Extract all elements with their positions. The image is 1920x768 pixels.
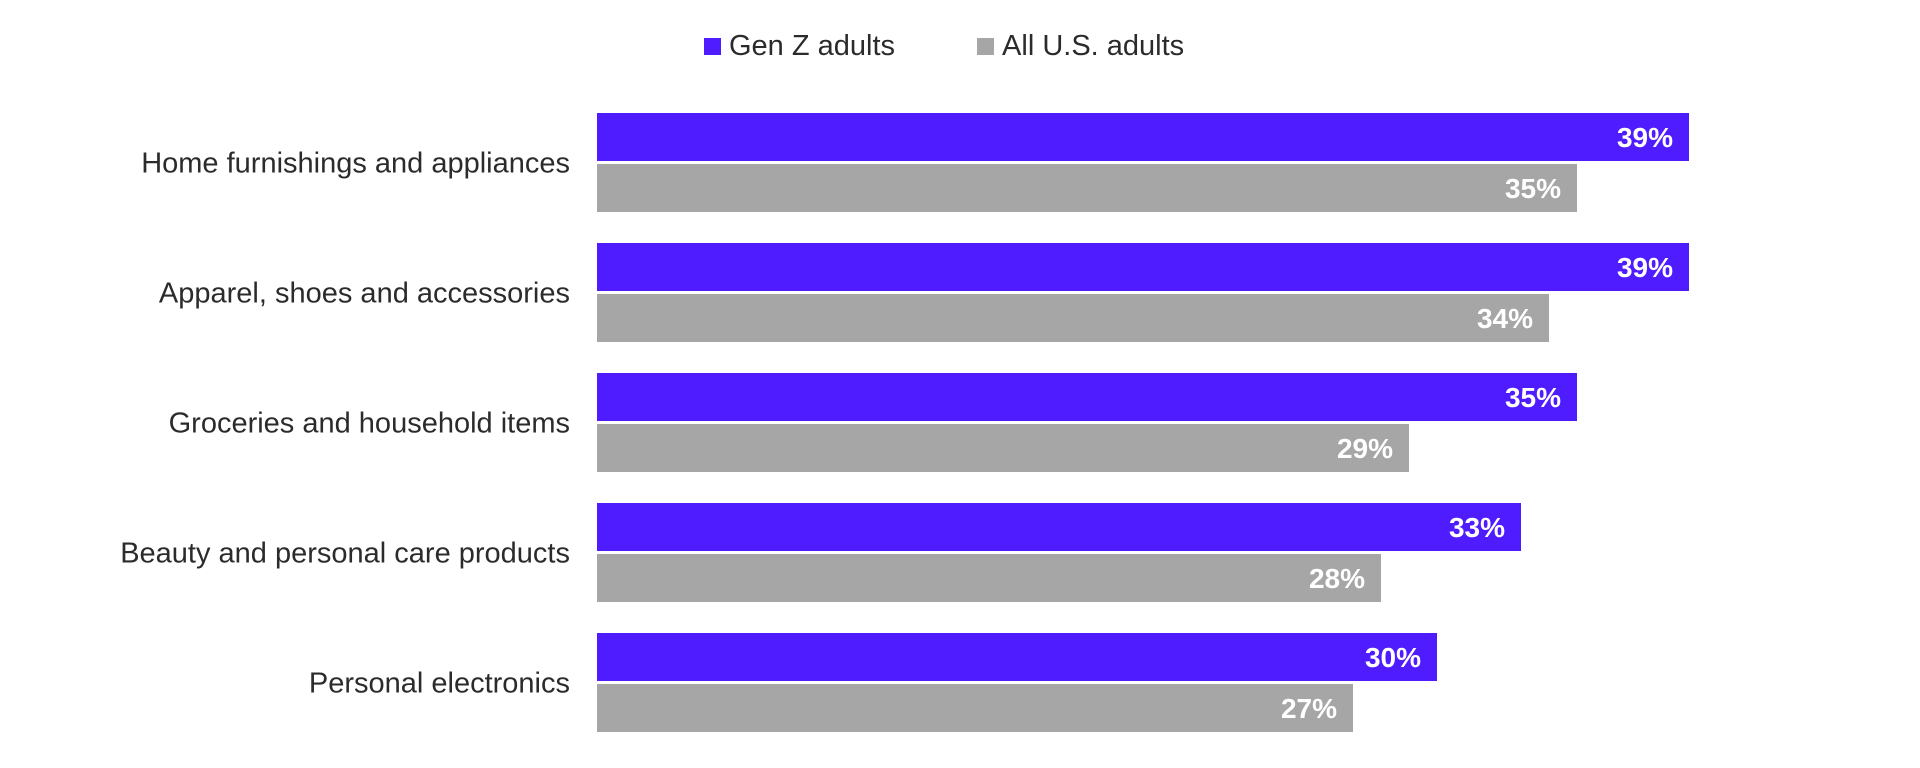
data-label: 35% bbox=[1505, 173, 1561, 204]
data-label: 28% bbox=[1309, 563, 1365, 594]
legend: Gen Z adults All U.S. adults bbox=[704, 30, 1184, 63]
bar-gen-z bbox=[597, 633, 1437, 681]
data-label: 30% bbox=[1365, 642, 1421, 673]
bar-all-us-adults bbox=[597, 164, 1577, 212]
category-label: Home furnishings and appliances bbox=[141, 148, 570, 180]
bar-all-us-adults bbox=[597, 684, 1353, 732]
category-label: Personal electronics bbox=[309, 668, 570, 700]
category-label: Groceries and household items bbox=[169, 408, 570, 440]
bar-all-us-adults bbox=[597, 294, 1549, 342]
data-label: 39% bbox=[1617, 252, 1673, 283]
legend-item-gen-z: Gen Z adults bbox=[704, 30, 895, 63]
bar-gen-z bbox=[597, 113, 1689, 161]
legend-swatch-all-us bbox=[977, 38, 995, 55]
legend-label-all-us: All U.S. adults bbox=[1002, 30, 1185, 62]
legend-label-gen-z: Gen Z adults bbox=[729, 30, 896, 62]
legend-swatch-gen-z bbox=[704, 38, 721, 55]
bar-gen-z bbox=[597, 373, 1577, 421]
bar-all-us-adults bbox=[597, 424, 1409, 472]
bar-all-us-adults bbox=[597, 554, 1381, 602]
legend-item-all-us: All U.S. adults bbox=[977, 30, 1184, 63]
data-label: 35% bbox=[1505, 382, 1561, 413]
data-label: 34% bbox=[1477, 303, 1533, 334]
category-label: Apparel, shoes and accessories bbox=[159, 278, 570, 310]
data-label: 27% bbox=[1281, 693, 1337, 724]
bar-gen-z bbox=[597, 243, 1689, 291]
data-label: 29% bbox=[1337, 433, 1393, 464]
bar-gen-z bbox=[597, 503, 1521, 551]
data-label: 33% bbox=[1449, 512, 1505, 543]
data-label: 39% bbox=[1617, 122, 1673, 153]
category-label: Beauty and personal care products bbox=[120, 538, 570, 570]
